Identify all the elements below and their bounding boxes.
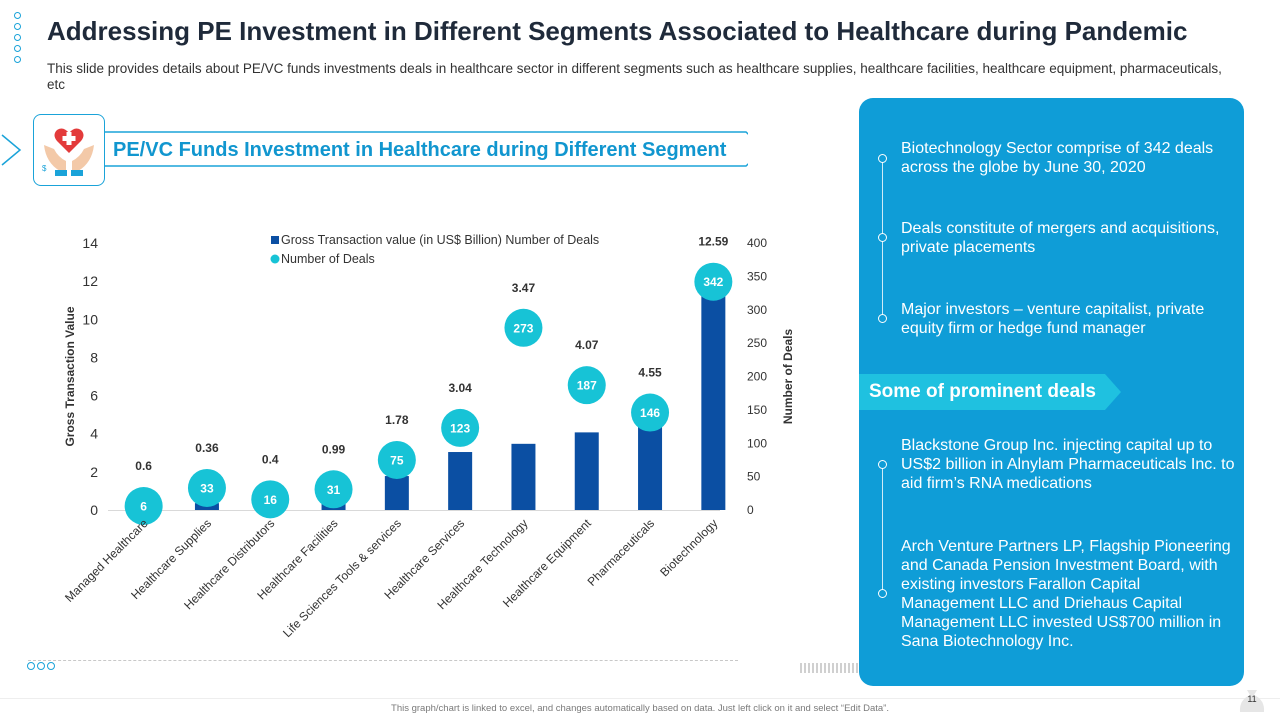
deals-tag-shape bbox=[859, 374, 1121, 410]
deal-point bbox=[377, 440, 416, 479]
bar bbox=[511, 443, 536, 510]
deal-point bbox=[124, 486, 163, 525]
x-tick-label: Biotechnology bbox=[657, 516, 720, 579]
bar bbox=[448, 452, 473, 510]
slide-subtitle: This slide provides details about PE/VC … bbox=[47, 61, 1222, 92]
deal-data-label: 16 bbox=[264, 493, 278, 507]
bar bbox=[701, 269, 726, 510]
deal-point bbox=[504, 308, 543, 347]
bullet-icon bbox=[878, 460, 887, 469]
bar-data-label: 0.99 bbox=[322, 442, 346, 456]
y2-tick-label: 350 bbox=[747, 269, 767, 283]
deal-point bbox=[694, 262, 733, 301]
deal-data-label: 146 bbox=[640, 406, 660, 420]
bullet-icon bbox=[878, 589, 887, 598]
decorative-dots bbox=[14, 12, 22, 67]
panel-deal-2: Arch Venture Partners LP, Flagship Pione… bbox=[901, 538, 1231, 650]
y2-tick-label: 400 bbox=[747, 236, 767, 250]
deal-data-label: 31 bbox=[327, 483, 341, 497]
deal-point bbox=[314, 470, 353, 509]
bar-data-label: 3.47 bbox=[512, 281, 536, 295]
panel-bullet-3: Major investors – venture capitalist, pr… bbox=[901, 301, 1205, 337]
decorative-stripes bbox=[800, 663, 858, 673]
y2-tick-label: 200 bbox=[747, 370, 767, 384]
bar-data-label: 4.55 bbox=[638, 366, 662, 380]
healthcare-hands-heart-icon: $ bbox=[33, 114, 105, 186]
deal-data-label: 33 bbox=[200, 481, 214, 495]
y-tick-label: 0 bbox=[90, 502, 98, 518]
deal-point bbox=[567, 366, 606, 405]
deal-point bbox=[251, 480, 290, 519]
bar-data-label: 0.4 bbox=[262, 452, 279, 466]
deal-data-label: 187 bbox=[577, 379, 597, 393]
panel-bullet-2: Deals constitute of mergers and acquisit… bbox=[901, 220, 1220, 256]
legend-label: Gross Transaction value (in US$ Billion)… bbox=[281, 233, 599, 247]
deal-point bbox=[441, 408, 480, 447]
legend-label: Number of Deals bbox=[281, 252, 375, 266]
chart: 0 2 4 6 8 10 12 14 0 50 100 150 200 250 300 350 400 Gross… bbox=[62, 233, 795, 640]
y-tick-label: 4 bbox=[90, 426, 98, 442]
bar-data-label: 0.36 bbox=[195, 441, 219, 455]
bar-data-label: 12.59 bbox=[698, 235, 728, 249]
legend-swatch-bar bbox=[271, 236, 279, 244]
footer-divider bbox=[28, 660, 738, 661]
panel-deal-1: Blackstone Group Inc. injecting capital … bbox=[901, 437, 1235, 492]
chevron-right-icon bbox=[1, 134, 22, 166]
y2-tick-label: 150 bbox=[747, 403, 767, 417]
y-tick-label: 10 bbox=[82, 311, 98, 327]
footer-rule bbox=[0, 698, 1280, 699]
slide-title: Addressing PE Investment in Different Se… bbox=[47, 16, 1188, 46]
y-tick-label: 12 bbox=[82, 273, 98, 289]
deal-data-label: 342 bbox=[703, 275, 723, 289]
svg-text:$: $ bbox=[42, 164, 47, 173]
x-tick-label: Pharmaceuticals bbox=[585, 516, 658, 589]
bar-data-label: 3.04 bbox=[448, 381, 472, 395]
deal-data-label: 6 bbox=[140, 499, 147, 513]
bar bbox=[638, 423, 663, 510]
banner-title: PE/VC Funds Investment in Healthcare dur… bbox=[113, 139, 727, 161]
y2-tick-label: 100 bbox=[747, 436, 767, 450]
y-tick-label: 8 bbox=[90, 349, 98, 365]
x-tick-label: Life Sciences Tools & services bbox=[280, 516, 404, 640]
timeline-line-bottom bbox=[882, 466, 883, 594]
bar-data-label: 1.78 bbox=[385, 413, 409, 427]
y-tick-label: 14 bbox=[82, 235, 98, 251]
deals-heading: Some of prominent deals bbox=[869, 381, 1096, 402]
y2-tick-label: 300 bbox=[747, 303, 767, 317]
y2-axis-label: Number of Deals bbox=[781, 328, 795, 424]
deal-point bbox=[187, 468, 226, 507]
bullet-icon bbox=[878, 154, 887, 163]
deal-point bbox=[631, 393, 670, 432]
y-tick-label: 2 bbox=[90, 464, 98, 480]
bullet-icon bbox=[878, 233, 887, 242]
y-axis-label: Gross Transaction Value bbox=[63, 306, 77, 446]
bar bbox=[384, 476, 409, 510]
panel-bullet-1: Biotechnology Sector comprise of 342 dea… bbox=[901, 140, 1214, 176]
deal-data-label: 123 bbox=[450, 421, 470, 435]
decorative-dots bbox=[27, 657, 57, 675]
bar bbox=[574, 432, 599, 510]
bar-data-label: 0.6 bbox=[135, 459, 152, 473]
y2-tick-label: 0 bbox=[747, 503, 754, 517]
bar-data-label: 4.07 bbox=[575, 338, 599, 352]
deal-data-label: 273 bbox=[513, 321, 533, 335]
bullet-icon bbox=[878, 314, 887, 323]
legend-swatch-dot bbox=[270, 254, 280, 264]
page-number: 11 bbox=[1247, 694, 1257, 704]
footnote: This graph/chart is linked to excel, and… bbox=[391, 703, 889, 714]
y-tick-label: 6 bbox=[90, 388, 98, 404]
page-bag-icon bbox=[1239, 690, 1265, 712]
y2-tick-label: 50 bbox=[747, 470, 761, 484]
y2-tick-label: 250 bbox=[747, 336, 767, 350]
deal-data-label: 75 bbox=[390, 453, 404, 467]
